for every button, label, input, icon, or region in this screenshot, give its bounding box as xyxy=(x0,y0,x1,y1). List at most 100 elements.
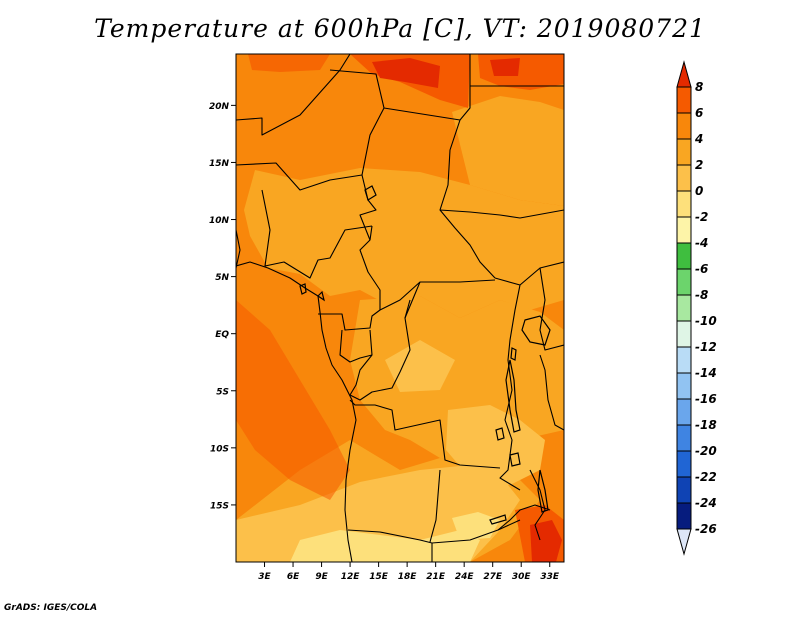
map-title: Temperature at 600hPa [C], VT: 201908072… xyxy=(94,14,706,43)
lon-tick-label: 27E xyxy=(483,572,503,582)
colorbar-label: -20 xyxy=(695,444,717,458)
colorbar-swatch xyxy=(676,424,692,452)
colorbar-label: -22 xyxy=(695,470,717,484)
border-uganda-kenya xyxy=(539,267,564,351)
lon-tick-label: 24E xyxy=(455,572,475,582)
field-zone-0-2-northeast xyxy=(452,96,564,206)
country-borders xyxy=(236,54,564,562)
border-chad-car xyxy=(404,299,411,319)
colorbar-label: -8 xyxy=(695,288,708,302)
lat-tick-label: 10S xyxy=(210,444,229,454)
border-north-1 xyxy=(236,54,351,136)
field-zone-neg2-0-center xyxy=(385,340,455,392)
lon-tick-label: 9E xyxy=(315,572,328,582)
colorbar-label: -24 xyxy=(695,496,717,510)
coastline-westafrica xyxy=(236,261,357,562)
colorbar-arrow-top xyxy=(676,60,692,88)
border-ghana-west xyxy=(236,229,241,269)
field-zone-6-8-southeast xyxy=(530,520,562,562)
colorbar-label: -16 xyxy=(695,392,717,406)
colorbar-swatch xyxy=(676,450,692,478)
colorbar-swatch xyxy=(676,476,692,504)
lon-tick-label: 3E xyxy=(258,572,271,582)
border-malawi xyxy=(529,469,546,541)
colorbar-label: -4 xyxy=(695,236,708,250)
field-zone-4-6-atlantic xyxy=(236,300,350,500)
border-cameroon-south xyxy=(318,309,381,331)
map-frame xyxy=(235,53,565,563)
grads-credit: GrADS: IGES/COLA xyxy=(4,603,98,613)
border-mali-niger xyxy=(236,162,363,191)
border-sudan-ss xyxy=(439,209,564,219)
lake-kariba xyxy=(489,514,507,525)
border-north-2 xyxy=(329,54,471,121)
colorbar-swatch xyxy=(676,138,692,166)
colorbar-swatch xyxy=(676,112,692,140)
axis-ticks: 3E 6E 9E 12E 15E 18E 21E 24E 27E 30E 33E 20N 15N 10N 5… xyxy=(209,102,560,582)
border-gabon-congo xyxy=(339,329,373,363)
lake-chad xyxy=(364,185,377,201)
colorbar-swatch xyxy=(676,320,692,348)
lake-victoria xyxy=(521,315,551,346)
colorbar-label: -14 xyxy=(695,366,717,380)
lon-tick-label: 15E xyxy=(369,572,389,582)
border-drc-east xyxy=(499,284,521,491)
lat-tick-label: 5S xyxy=(216,387,229,397)
field-zone-6-8-north xyxy=(372,58,440,88)
colorbar-label: 2 xyxy=(695,158,703,172)
colorbar-swatch xyxy=(676,502,692,530)
colorbar-swatch xyxy=(676,268,692,296)
colorbar-label: -6 xyxy=(695,262,708,276)
border-zambia-mozambique xyxy=(497,504,551,531)
lon-tick-label: 33E xyxy=(540,572,560,582)
colorbar-arrow-bottom xyxy=(676,528,692,556)
colorbar-swatch xyxy=(676,190,692,218)
colorbar-swatch xyxy=(676,216,692,244)
border-nigeria xyxy=(261,189,373,279)
lake-niger-river xyxy=(317,290,325,302)
temperature-field xyxy=(236,54,564,562)
lake-mweru xyxy=(495,427,505,441)
border-chad-sudan xyxy=(439,119,496,279)
field-zone-4-6-northwest xyxy=(248,54,330,72)
colorbar-swatch xyxy=(676,294,692,322)
border-ss-east xyxy=(494,261,564,286)
border-congo-drc xyxy=(349,281,421,401)
border-angola xyxy=(349,399,501,469)
border-tanzania xyxy=(539,354,564,431)
lake-bangweulu xyxy=(509,452,521,467)
colorbar-swatch xyxy=(676,346,692,374)
colorbar-label: -18 xyxy=(695,418,717,432)
lon-tick-label: 21E xyxy=(426,572,446,582)
lake-kivu xyxy=(510,347,517,361)
colorbar-label: -26 xyxy=(695,522,717,536)
lon-tick-label: 12E xyxy=(341,572,361,582)
lakes xyxy=(299,185,551,525)
colorbar-swatch xyxy=(676,164,692,192)
lat-tick-label: EQ xyxy=(215,330,229,340)
lake-tanganyika xyxy=(505,359,521,433)
lon-tick-label: 6E xyxy=(287,572,300,582)
colorbar-label: 6 xyxy=(695,106,703,120)
border-angola-zambia xyxy=(429,469,441,543)
field-zone-neg2-0-east xyxy=(446,405,545,485)
lat-tick-label: 15N xyxy=(209,159,230,169)
lat-tick-label: 5N xyxy=(215,273,229,283)
lake-malawi xyxy=(537,469,549,513)
colorbar-swatch xyxy=(676,86,692,114)
field-zone-6-8-northeast xyxy=(490,58,520,76)
colorbar-label: 4 xyxy=(694,132,703,146)
colorbar-label: -10 xyxy=(695,314,717,328)
lat-tick-label: 15S xyxy=(210,501,229,511)
colorbar-label: 8 xyxy=(695,80,703,94)
colorbar-label: -12 xyxy=(695,340,717,354)
colorbar-swatch xyxy=(676,398,692,426)
colorbar-label: -2 xyxy=(695,210,708,224)
colorbar-label: 0 xyxy=(695,184,703,198)
colorbar-swatch xyxy=(676,372,692,400)
lat-tick-label: 10N xyxy=(209,216,230,226)
colorbar-swatch xyxy=(676,242,692,270)
lon-tick-label: 18E xyxy=(398,572,418,582)
border-cameroon-car xyxy=(359,225,496,311)
lat-tick-label: 20N xyxy=(209,102,230,112)
